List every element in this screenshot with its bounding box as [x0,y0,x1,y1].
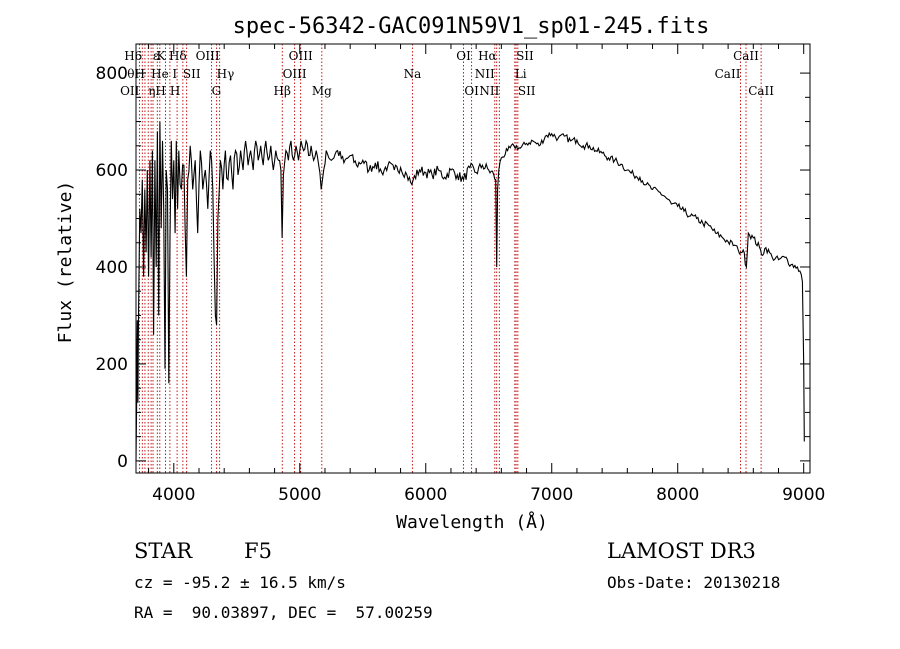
line-marker-label: CaII [748,84,774,98]
line-marker-label: SII [516,49,534,63]
line-marker-label: OIII [289,49,313,63]
line-marker-label: I [172,67,177,81]
line-marker-label: Hγ [217,67,235,81]
line-marker-label: ηH [148,84,166,98]
survey-name: LAMOST DR3 [607,539,756,563]
chart-title: spec-56342-GAC091N59V1_sp01-245.fits [233,14,710,39]
y-tick-label: 400 [96,258,128,278]
line-marker-label: Hβ [274,84,291,98]
line-marker-label: CaII [733,49,759,63]
x-tick-label: 9000 [782,485,825,505]
line-marker-label: Hα [478,49,497,63]
y-tick-label: 600 [96,161,128,181]
plot-frame [135,43,811,474]
line-marker-label: H [170,84,180,98]
object-class: STAR [134,539,193,563]
line-markers [138,44,762,473]
x-axis-ticks: 4000 5000 6000 7000 8000 9000 [148,44,825,505]
y-tick-label: 800 [96,64,128,84]
x-tick-label: 7000 [530,485,573,505]
x-tick-label: 8000 [656,485,699,505]
line-marker-label: SII [183,67,201,81]
x-tick-label: 5000 [278,485,321,505]
line-marker-label: Na [404,67,422,81]
line-marker-label: OIII [283,67,307,81]
line-marker-label: Hδ [169,49,187,63]
line-marker-label: OI [464,84,479,98]
line-marker-label: CaII [715,67,741,81]
line-marker-label: H6 [124,49,142,63]
line-marker-label: NII [475,67,495,81]
obs-date: Obs-Date: 20130218 [607,573,781,592]
line-marker-label: K [157,49,167,63]
y-axis-label: Flux (relative) [55,181,76,344]
coordinates: RA = 90.03897, DEC = 57.00259 [134,603,433,622]
line-marker-label: Li [515,67,527,81]
flux-series-line [135,121,805,461]
redshift-text: cz = -95.2 ± 16.5 km/s [134,573,346,592]
object-subclass: F5 [244,539,272,563]
line-marker-label: Mg [312,84,332,98]
line-marker-label: ε [153,49,159,63]
x-tick-label: 4000 [152,485,195,505]
x-tick-label: 6000 [404,485,447,505]
line-marker-label: He [151,67,169,81]
line-marker-label: OIII [196,49,220,63]
y-tick-label: 200 [96,355,128,375]
line-marker-label: OII [120,84,140,98]
line-marker-label: SII [518,84,536,98]
x-axis-label: Wavelength (Å) [396,511,548,533]
y-axis-ticks: 0 200 400 600 800 [96,64,810,472]
line-marker-label: NII [479,84,499,98]
line-marker-label: G [212,84,222,98]
line-marker-label: OI [456,49,471,63]
y-tick-label: 0 [117,452,128,472]
